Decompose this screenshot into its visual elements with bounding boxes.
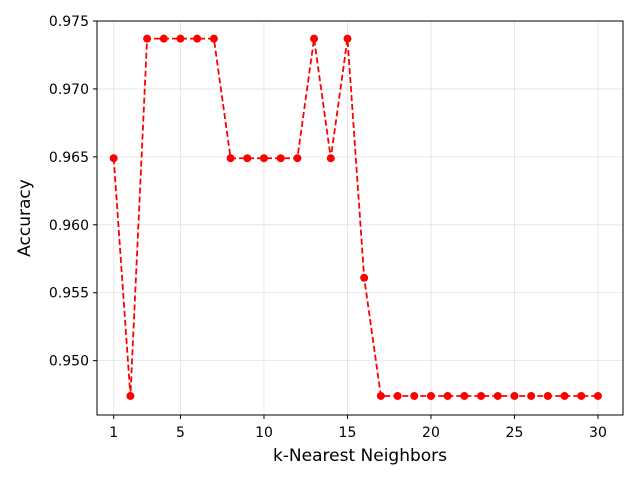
plot-frame: [96, 20, 624, 416]
data-point: [226, 154, 235, 163]
data-point: [276, 154, 285, 163]
y-tick-label: 0.950: [49, 354, 89, 370]
y-tick-label: 0.965: [49, 150, 89, 166]
data-point: [393, 391, 402, 400]
data-point: [360, 273, 369, 282]
data-point: [376, 391, 385, 400]
x-tick-label: 1: [109, 425, 118, 441]
data-point: [159, 34, 168, 43]
data-point: [593, 391, 602, 400]
y-tick-label: 0.955: [49, 286, 89, 302]
ticks-layer: 1 5 10 15 20 25 300.9500.9550.9600.9650.9700.9…: [49, 14, 607, 441]
data-point: [460, 391, 469, 400]
data-point: [176, 34, 185, 43]
data-point: [493, 391, 502, 400]
data-point: [543, 391, 552, 400]
x-tick-label: 25: [506, 425, 524, 441]
y-tick-label: 0.970: [49, 82, 89, 98]
y-tick-label: 0.960: [49, 218, 89, 234]
x-tick-label: 20: [422, 425, 440, 441]
data-point: [259, 154, 268, 163]
plot-background: [97, 21, 623, 415]
data-point: [326, 154, 335, 163]
data-point: [126, 391, 135, 400]
x-tick-label: 30: [589, 425, 607, 441]
y-tick-label: 0.975: [49, 14, 89, 30]
x-tick-label: 10: [255, 425, 273, 441]
data-point: [577, 391, 586, 400]
data-point: [343, 34, 352, 43]
data-point: [293, 154, 302, 163]
data-point: [410, 391, 419, 400]
data-point: [193, 34, 202, 43]
x-tick-label: 5: [176, 425, 185, 441]
x-tick-label: 15: [339, 425, 357, 441]
data-point: [510, 391, 519, 400]
data-point: [426, 391, 435, 400]
data-point: [443, 391, 452, 400]
data-point: [477, 391, 486, 400]
y-axis-label: Accuracy: [15, 179, 35, 257]
data-point: [109, 154, 118, 163]
x-axis-label: k-Nearest Neighbors: [273, 446, 447, 466]
data-point: [209, 34, 218, 43]
data-point: [527, 391, 536, 400]
data-point: [243, 154, 252, 163]
data-point: [560, 391, 569, 400]
data-point: [143, 34, 152, 43]
series-layer: [109, 34, 602, 400]
data-point: [310, 34, 319, 43]
